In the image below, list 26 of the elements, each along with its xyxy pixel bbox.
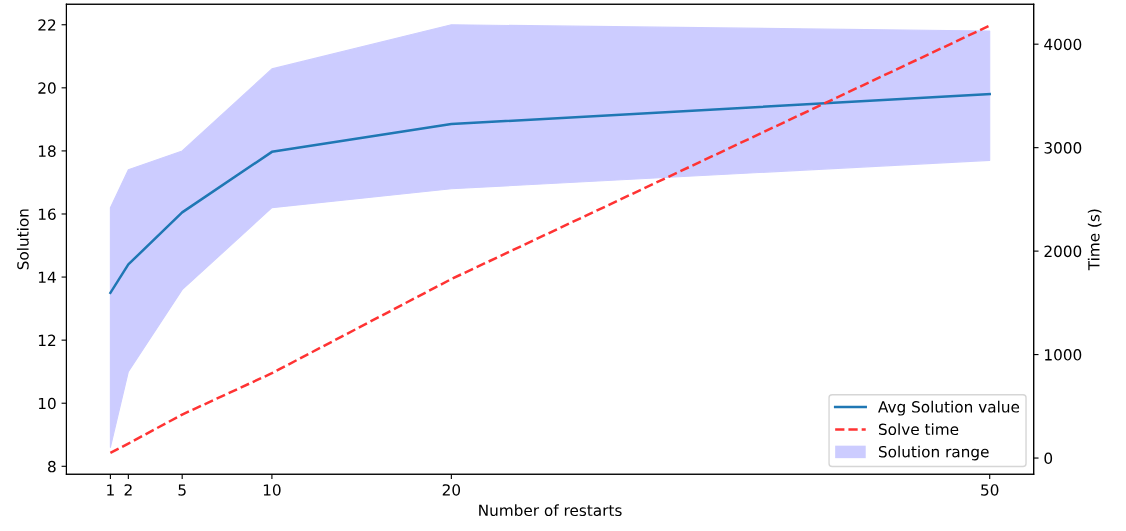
x-tick-label: 1	[107, 484, 114, 496]
legend-label: Avg Solution value	[878, 400, 1020, 416]
legend-label: Solve time	[878, 423, 959, 436]
y2-axis-title: Time (s)	[1087, 209, 1102, 271]
y2-tick-label: 3000	[1044, 142, 1082, 154]
y2-tick-label: 1000	[1045, 349, 1082, 361]
y2-tick-label: 4000	[1044, 38, 1082, 51]
y-tick-label: 8	[48, 460, 56, 473]
y-tick-label: 20	[38, 82, 56, 94]
x-tick-label: 10	[263, 484, 281, 496]
y-tick-label: 22	[38, 19, 56, 31]
x-tick-label: 2	[124, 484, 132, 496]
y-tick-label: 16	[38, 208, 56, 221]
x-axis-title: Number of restarts	[479, 504, 622, 517]
y-tick-label: 10	[38, 397, 56, 410]
y-tick-label: 12	[38, 334, 56, 346]
annotation: Solution range	[878, 445, 989, 461]
line-series	[109, 92, 991, 295]
y2-tick-label: 0	[1044, 452, 1053, 465]
y2-tick-label: 2000	[1044, 245, 1082, 258]
x-tick-label: 20	[442, 484, 461, 496]
x-tick-label: 50	[981, 484, 999, 496]
y-tick-label: 18	[38, 145, 56, 157]
y-axis-title: Solution	[16, 209, 29, 270]
y-tick-label: 14	[38, 271, 56, 283]
x-tick-label: 5	[178, 484, 186, 496]
